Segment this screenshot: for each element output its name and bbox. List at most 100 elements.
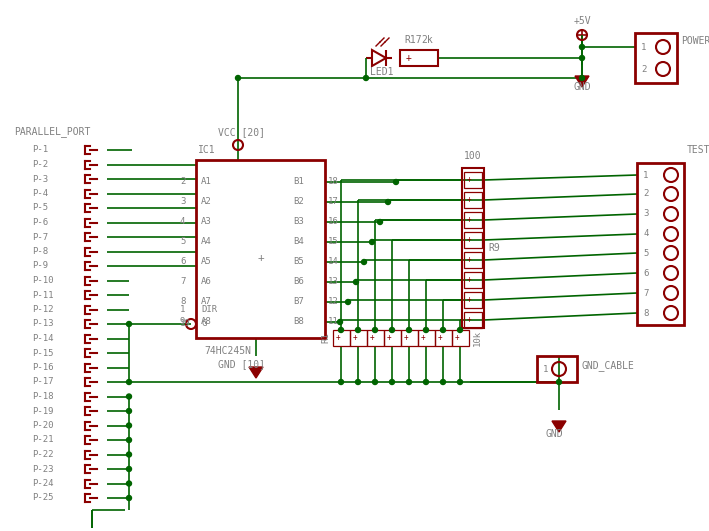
Text: P-24: P-24 [32,479,53,488]
Circle shape [406,380,411,384]
Text: B3: B3 [293,218,303,227]
Bar [637,163,684,325]
Text: B1: B1 [293,177,303,186]
Circle shape [457,380,462,384]
Text: GND [10]: GND [10] [218,359,265,369]
Text: P-22: P-22 [32,450,53,459]
Text: A8: A8 [201,318,212,327]
Circle shape [338,380,343,384]
Text: A4: A4 [201,237,212,246]
Text: B5: B5 [293,258,303,267]
Bar [464,212,482,228]
Text: R17: R17 [404,35,422,45]
Bar [464,312,482,328]
Bar [384,330,401,346]
Text: PARALLEL_PORT: PARALLEL_PORT [14,126,90,138]
Text: 6: 6 [643,269,648,278]
Text: 7: 7 [180,278,185,287]
Bar [333,330,350,346]
Text: P-9: P-9 [32,261,48,270]
Text: 2k: 2k [421,35,432,45]
Text: POWER: POWER [681,36,709,46]
Text: 10k: 10k [473,330,482,346]
Text: +: + [467,276,471,285]
Text: +: + [467,216,471,225]
Bar [464,292,482,308]
Text: 2: 2 [641,64,647,73]
Text: 15: 15 [328,237,339,246]
Text: P-5: P-5 [32,203,48,212]
Text: 8: 8 [180,297,185,306]
Bar [464,252,482,268]
Text: P-4: P-4 [32,189,48,198]
Circle shape [393,179,398,184]
Text: B6: B6 [293,278,303,287]
Circle shape [389,328,394,332]
Polygon shape [249,367,263,378]
Text: 3: 3 [643,210,648,218]
Circle shape [337,320,342,324]
Text: A3: A3 [201,218,212,227]
Text: 74HC245N: 74HC245N [204,346,251,356]
Text: 6: 6 [180,258,185,267]
Text: GND: GND [545,429,563,439]
Text: R9: R9 [488,243,500,253]
Text: 1: 1 [641,42,647,52]
Text: P-17: P-17 [32,378,53,387]
Circle shape [557,380,562,384]
Text: 4: 4 [180,218,185,227]
Circle shape [126,495,131,501]
Text: P-18: P-18 [32,392,53,401]
Circle shape [372,328,377,332]
Text: A6: A6 [201,278,212,287]
Text: P-20: P-20 [32,421,53,430]
Circle shape [126,438,131,442]
Text: +: + [467,195,471,204]
Text: 7: 7 [643,288,648,297]
Text: VCC [20]: VCC [20] [218,127,265,137]
Text: P-11: P-11 [32,290,53,299]
Text: DIR: DIR [201,305,217,314]
Text: P-21: P-21 [32,435,53,444]
Circle shape [579,56,584,61]
Bar [418,330,435,346]
Circle shape [126,408,131,414]
Text: GND_CABLE: GND_CABLE [581,361,634,372]
Text: +: + [467,176,471,184]
Text: 17: 17 [328,198,339,207]
Circle shape [126,452,131,457]
Bar [196,160,325,338]
Circle shape [345,299,350,304]
Text: +: + [438,333,442,342]
Text: P-25: P-25 [32,493,53,502]
Text: P-19: P-19 [32,407,53,415]
Bar [400,50,438,66]
Circle shape [355,328,360,332]
Text: IC1: IC1 [198,145,216,155]
Text: P-12: P-12 [32,305,53,314]
Text: LED1: LED1 [370,67,393,77]
Circle shape [406,328,411,332]
Text: A1: A1 [201,177,212,186]
Circle shape [126,380,131,384]
Bar [462,168,484,328]
Text: A2: A2 [201,198,212,207]
Bar [464,172,482,188]
Circle shape [377,219,382,225]
Text: P-1: P-1 [32,145,48,155]
Text: +: + [404,333,408,342]
Text: 19: 19 [180,320,191,329]
Bar [464,272,482,288]
Text: P-2: P-2 [32,160,48,169]
Bar [537,356,577,382]
Text: +: + [353,333,357,342]
Text: 100: 100 [464,151,481,161]
Text: +: + [336,333,340,342]
Circle shape [126,321,131,327]
Bar [401,330,418,346]
Text: 1: 1 [643,170,648,179]
Circle shape [372,380,377,384]
Text: +: + [467,295,471,304]
Circle shape [355,380,360,384]
Text: 1: 1 [543,364,548,373]
